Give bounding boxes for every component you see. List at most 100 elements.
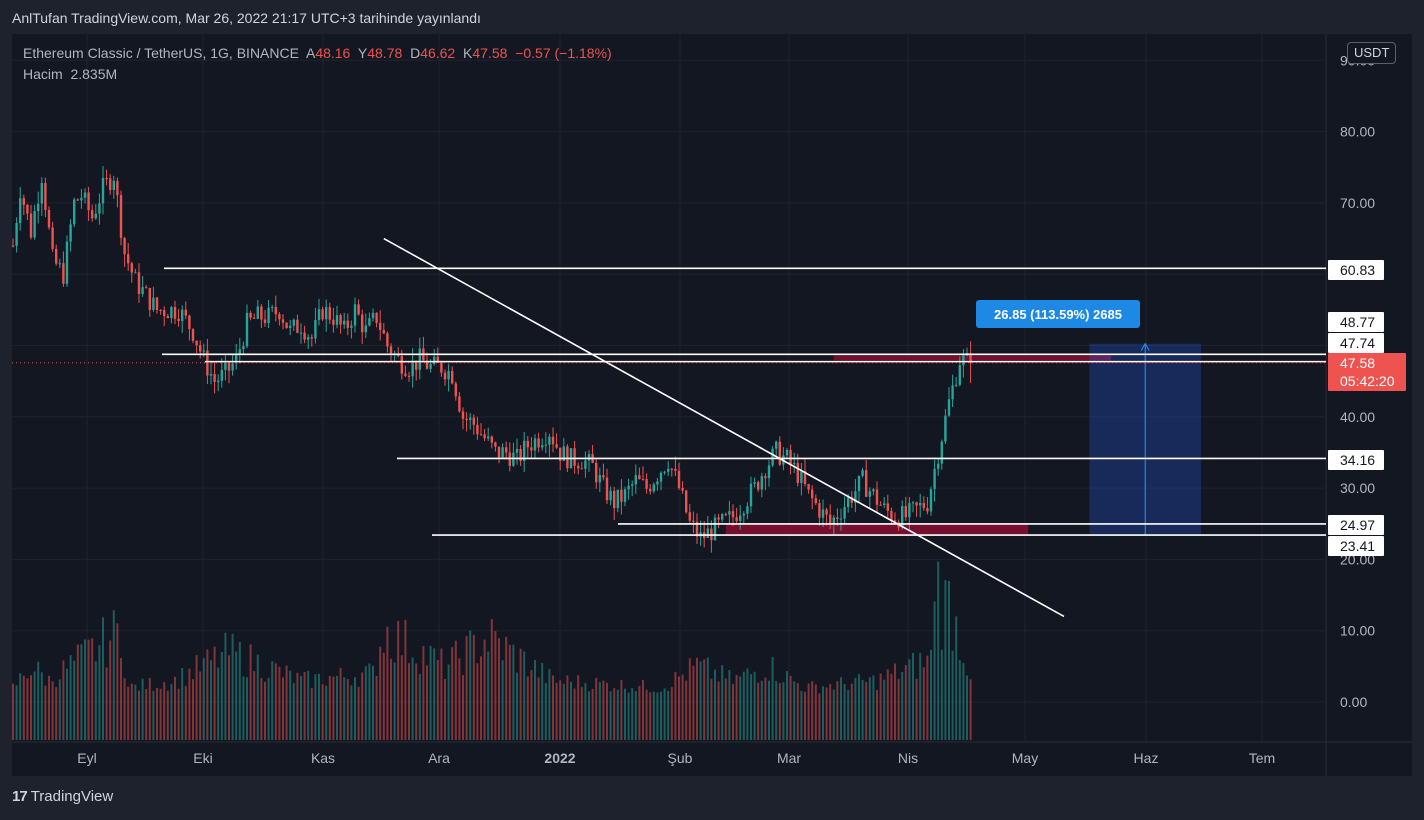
candle-body [857, 475, 861, 492]
change-value: −0.57 (−1.18%) [515, 45, 612, 61]
candle-body [429, 363, 432, 369]
candle-body [674, 468, 677, 471]
candle-body [357, 304, 360, 315]
low-label: D [410, 45, 421, 61]
volume-bar [818, 693, 821, 740]
volume-bar [548, 668, 551, 740]
volume-bar [332, 676, 335, 740]
candle-body [303, 332, 306, 340]
currency-button[interactable]: USDT [1347, 42, 1397, 64]
candle-body [476, 424, 479, 435]
candle-body [631, 484, 634, 486]
volume-bar [408, 663, 410, 740]
volume-bar [534, 659, 536, 740]
candle-body [829, 514, 832, 524]
candle-body [40, 183, 43, 204]
x-tick-label: Eyl [77, 750, 96, 766]
candle-body [51, 227, 54, 249]
volume-bar [890, 673, 893, 740]
candle-body [343, 320, 346, 325]
volume-bar [436, 659, 439, 740]
candle-body [33, 211, 36, 238]
candle-body [753, 482, 756, 484]
candle-body [415, 360, 418, 370]
volume-bar [411, 657, 414, 740]
volume-bar [76, 644, 79, 740]
volume-bar [397, 620, 400, 740]
volume-label: Hacim [23, 66, 63, 82]
volume-bar [253, 671, 256, 740]
candle-body [116, 180, 119, 196]
volume-bar [746, 668, 749, 740]
volume-bar [422, 646, 425, 740]
volume-bar [188, 668, 191, 740]
volume-bar [339, 667, 342, 740]
tradingview-brand[interactable]: 17 TradingView [12, 788, 113, 805]
volume-bar [170, 684, 173, 740]
candle-body [242, 346, 245, 350]
volume-bar [231, 633, 234, 740]
volume-bar [37, 661, 40, 740]
candle-body [523, 440, 526, 462]
candle-body [105, 177, 108, 179]
candle-body [602, 475, 605, 478]
volume-bar [33, 671, 36, 740]
volume-bar [922, 667, 925, 740]
candle-body [706, 528, 709, 538]
volume-bar [908, 659, 911, 740]
volume-bar [390, 658, 392, 740]
candle-body [389, 346, 393, 355]
descending-trendline[interactable] [383, 237, 1065, 618]
volume-bar [829, 684, 832, 740]
candle-body [721, 514, 724, 520]
candle-body [271, 307, 274, 309]
candle-body [775, 441, 778, 449]
candle-body [73, 199, 76, 225]
candle-body [926, 508, 929, 512]
resistance-zone [833, 355, 1111, 361]
volume-bar [418, 674, 421, 740]
volume-bar [526, 676, 529, 740]
candle-body [609, 490, 612, 501]
volume-bar [958, 660, 961, 740]
volume-bar [321, 684, 324, 740]
candle-body [955, 384, 958, 386]
level-axis-label-box [1328, 450, 1384, 470]
candle-body [490, 436, 493, 443]
volume-bar [433, 648, 436, 740]
open-label: A [305, 45, 316, 61]
volume-bar [872, 675, 875, 740]
candle-body [47, 209, 51, 228]
volume-bar [858, 674, 860, 740]
volume-bar [944, 580, 947, 740]
candle-body [793, 463, 796, 465]
candle-body [861, 470, 864, 476]
volume-bar [638, 685, 641, 740]
volume-bar [814, 684, 817, 740]
candle-body [87, 192, 90, 211]
volume-bar [505, 636, 508, 740]
volume-bar [386, 626, 389, 740]
volume-bar [624, 688, 626, 740]
candle-body [919, 503, 922, 506]
candle-body [497, 446, 501, 458]
volume-bar [552, 675, 554, 740]
candle-body [112, 180, 115, 190]
candle-body [101, 177, 105, 204]
volume-bar [440, 648, 443, 740]
candle-body [177, 318, 180, 322]
x-tick-label: Ara [428, 750, 450, 766]
level-axis-label-box [1328, 260, 1384, 280]
candle-body [645, 479, 648, 489]
volume-bar [87, 639, 90, 740]
candle-body [566, 446, 569, 469]
volume-bar [116, 623, 119, 740]
y-tick-label: 30.00 [1340, 480, 1375, 496]
candle-body [274, 307, 277, 315]
volume-bar [238, 642, 241, 740]
candle-body [836, 517, 839, 519]
candle-body [584, 460, 587, 469]
candle-body [595, 462, 598, 483]
level-axis-label: 48.77 [1340, 314, 1375, 330]
